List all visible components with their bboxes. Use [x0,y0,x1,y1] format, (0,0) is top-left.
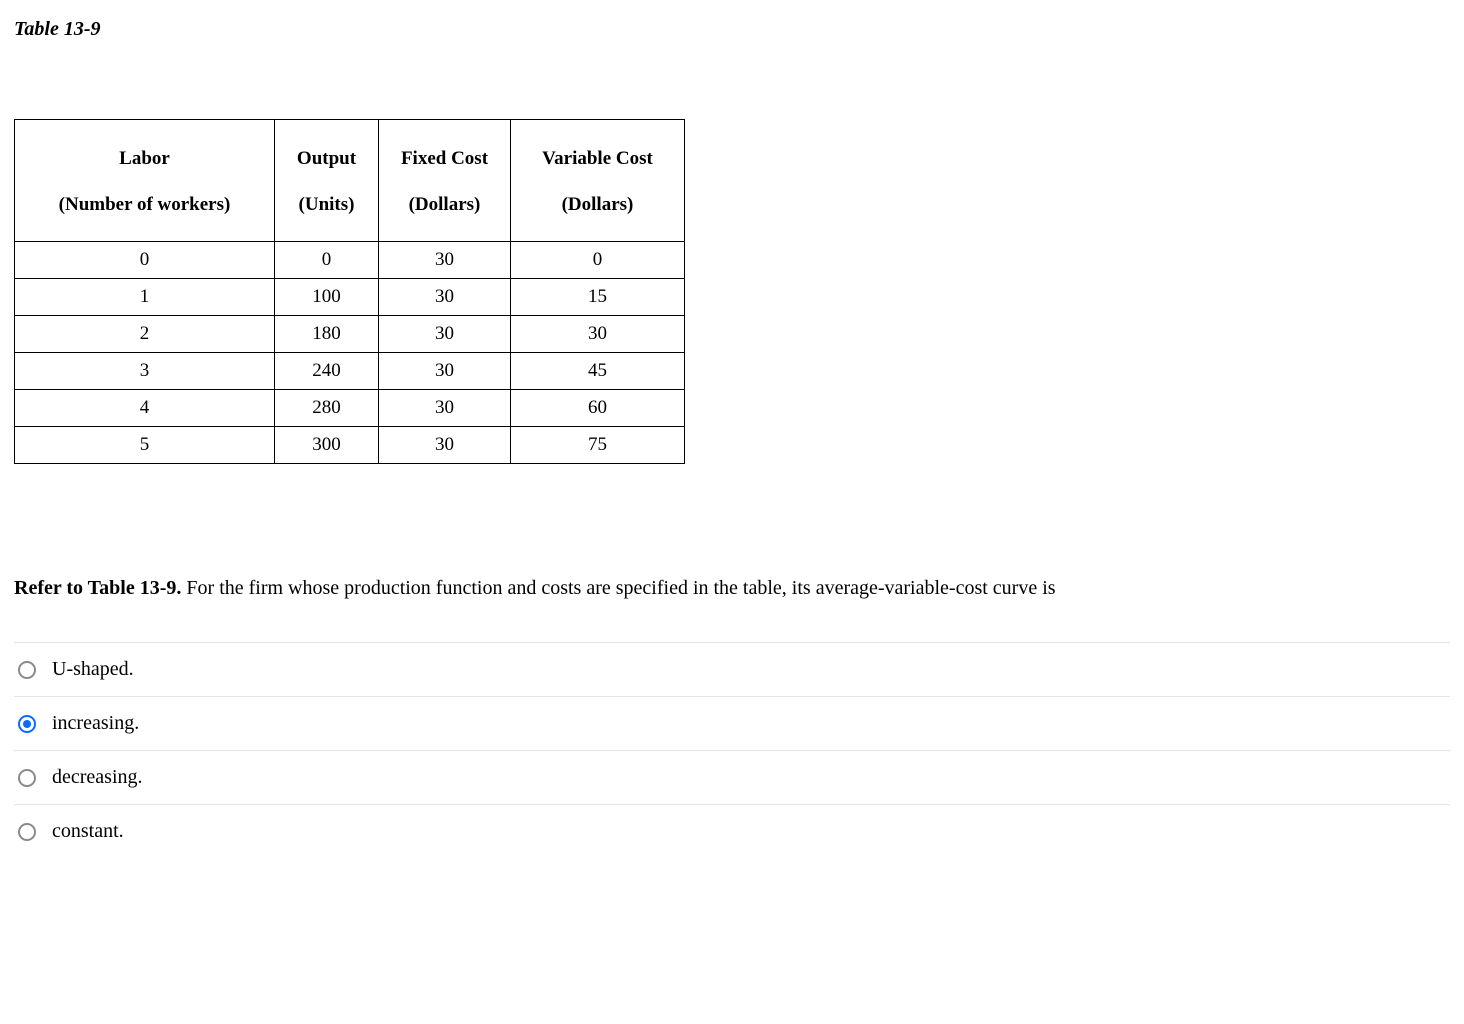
cell-var: 30 [511,316,685,353]
cell-fixed: 30 [379,390,511,427]
answer-options: U-shaped. increasing. decreasing. consta… [14,642,1450,858]
col-header-fixed-cost: Fixed Cost (Dollars) [379,120,511,242]
cell-fixed: 30 [379,427,511,464]
table-row: 3 240 30 45 [15,353,685,390]
cell-output: 280 [275,390,379,427]
table-header-row: Labor (Number of workers) Output (Units)… [15,120,685,242]
question-body: For the firm whose production function a… [181,577,1055,599]
cell-fixed: 30 [379,353,511,390]
col-header-main: Labor [29,136,260,182]
cell-labor: 5 [15,427,275,464]
question-lead: Refer to Table 13-9. [14,577,181,599]
table-row: 1 100 30 15 [15,279,685,316]
option-u-shaped[interactable]: U-shaped. [14,643,1450,697]
cell-var: 15 [511,279,685,316]
cell-labor: 4 [15,390,275,427]
col-header-labor: Labor (Number of workers) [15,120,275,242]
table-row: 5 300 30 75 [15,427,685,464]
table-row: 2 180 30 30 [15,316,685,353]
cell-output: 100 [275,279,379,316]
cell-fixed: 30 [379,316,511,353]
col-header-output: Output (Units) [275,120,379,242]
cell-output: 240 [275,353,379,390]
cell-var: 75 [511,427,685,464]
radio-icon [18,715,36,733]
cell-output: 180 [275,316,379,353]
radio-icon [18,823,36,841]
option-increasing[interactable]: increasing. [14,697,1450,751]
col-header-sub: (Dollars) [525,182,670,228]
cell-labor: 3 [15,353,275,390]
data-table: Labor (Number of workers) Output (Units)… [14,119,685,464]
cell-var: 0 [511,242,685,279]
option-decreasing[interactable]: decreasing. [14,751,1450,805]
col-header-main: Fixed Cost [393,136,496,182]
option-label: increasing. [52,712,139,735]
option-label: decreasing. [52,766,143,789]
cell-output: 300 [275,427,379,464]
col-header-sub: (Units) [289,182,364,228]
cell-fixed: 30 [379,242,511,279]
option-label: U-shaped. [52,658,134,681]
col-header-main: Variable Cost [525,136,670,182]
cell-labor: 2 [15,316,275,353]
table-title: Table 13-9 [14,18,1450,41]
question-text: Refer to Table 13-9. For the firm whose … [14,574,1450,602]
option-label: constant. [52,820,124,843]
cell-var: 45 [511,353,685,390]
cell-fixed: 30 [379,279,511,316]
col-header-main: Output [289,136,364,182]
cell-labor: 0 [15,242,275,279]
cell-labor: 1 [15,279,275,316]
radio-icon [18,769,36,787]
table-row: 4 280 30 60 [15,390,685,427]
col-header-sub: (Number of workers) [29,182,260,228]
cell-output: 0 [275,242,379,279]
radio-icon [18,661,36,679]
col-header-sub: (Dollars) [393,182,496,228]
option-constant[interactable]: constant. [14,805,1450,858]
table-row: 0 0 30 0 [15,242,685,279]
col-header-variable-cost: Variable Cost (Dollars) [511,120,685,242]
cell-var: 60 [511,390,685,427]
table-body: 0 0 30 0 1 100 30 15 2 180 30 30 3 240 3… [15,242,685,464]
